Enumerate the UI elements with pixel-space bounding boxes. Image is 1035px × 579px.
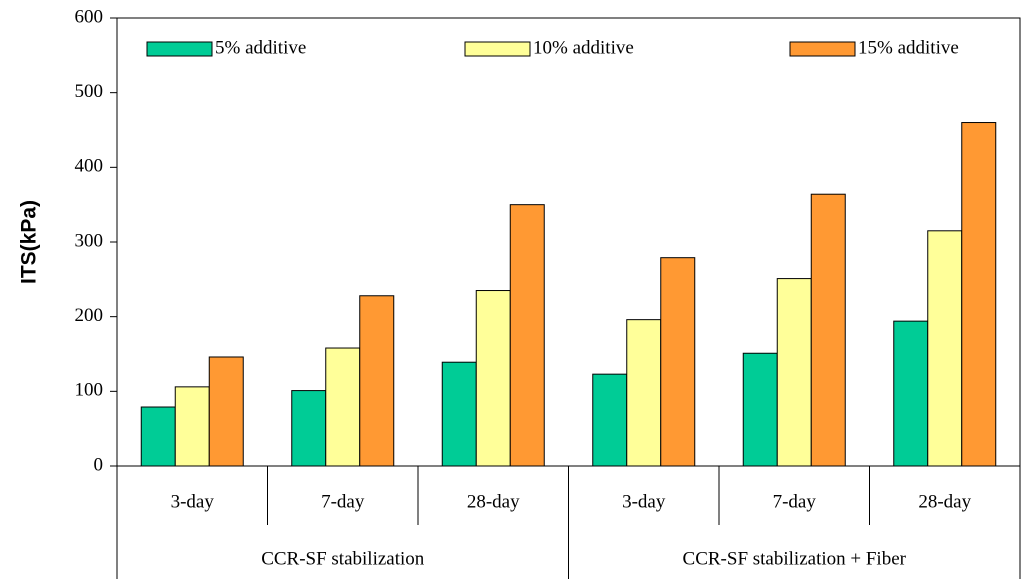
y-axis-label: ITS(kPa) — [18, 200, 41, 284]
bar — [592, 373, 628, 467]
bar — [208, 356, 244, 467]
bar — [325, 347, 361, 467]
bar — [810, 193, 846, 467]
x-tick-label: 7-day — [321, 491, 365, 512]
y-tick-label: 300 — [75, 230, 104, 251]
legend-swatch — [789, 41, 856, 57]
legend-swatch — [464, 41, 531, 57]
y-tick-label: 400 — [75, 156, 104, 177]
plot-frame — [116, 17, 1021, 467]
bar — [441, 361, 477, 467]
y-tick-label: 600 — [75, 6, 104, 27]
bar — [359, 295, 395, 467]
bar — [742, 352, 778, 467]
bar — [927, 230, 963, 467]
y-tick-label: 500 — [75, 81, 104, 102]
legend-label: 5% additive — [215, 37, 306, 58]
bar — [174, 386, 210, 467]
bar — [961, 122, 997, 467]
bar — [626, 319, 662, 467]
legend-label: 10% additive — [533, 37, 634, 58]
x-tick-label: 28-day — [467, 491, 520, 512]
bar — [660, 257, 696, 467]
x-tick-label: 3-day — [171, 491, 215, 512]
x-tick-label: 3-day — [622, 491, 666, 512]
group-label: CCR-SF stabilization — [261, 548, 425, 569]
y-tick-label: 100 — [75, 380, 104, 401]
legend-label: 15% additive — [858, 37, 959, 58]
bar — [291, 390, 327, 467]
bar — [893, 320, 929, 467]
x-tick-label: 7-day — [773, 491, 817, 512]
bar — [776, 278, 812, 467]
bar — [475, 290, 511, 467]
bar — [509, 204, 545, 467]
x-tick-label: 28-day — [918, 491, 971, 512]
group-label: CCR-SF stabilization + Fiber — [683, 548, 907, 569]
bar — [140, 406, 176, 467]
legend-swatch — [146, 41, 213, 57]
y-tick-label: 200 — [75, 305, 104, 326]
y-tick-label: 0 — [94, 454, 104, 475]
